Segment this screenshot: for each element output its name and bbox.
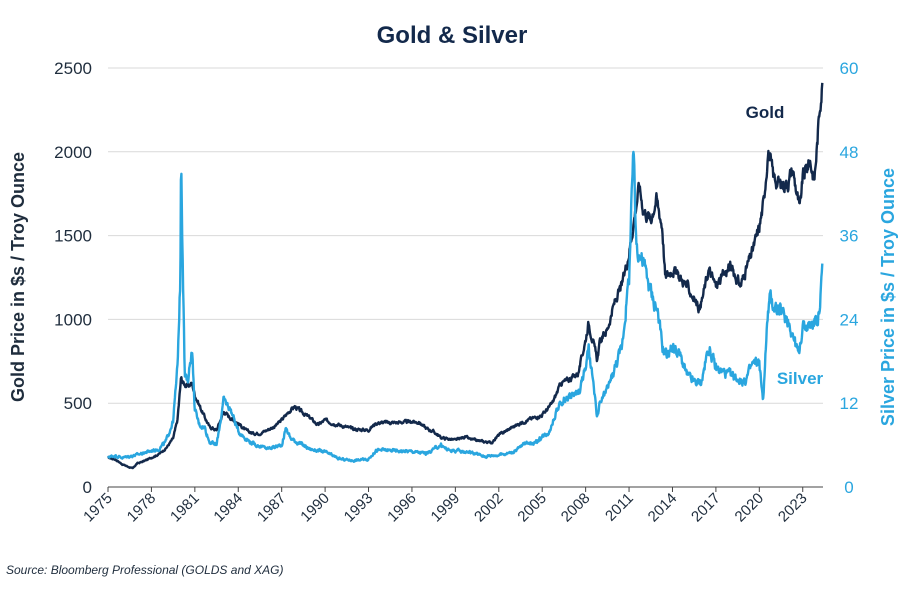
grid-lines [108,67,823,404]
x-axis-ticks: 1975 1978 1981 1984 1987 1990 1993 1996 1999 2002… [80,487,811,526]
y-axis-label-left: Gold Price in $s / Troy Ounce [8,152,28,402]
x-tick-label: 1978 [124,490,160,526]
gold-annotation: Gold [746,103,785,122]
y-tick-left: 2000 [54,143,92,162]
chart-title: Gold & Silver [377,22,528,49]
x-tick-label: 2014 [645,490,681,526]
x-tick-label: 2011 [602,490,637,525]
series-gold-line [107,82,824,470]
y-tick-right: 60 [840,59,859,78]
y-tick-left: 0 [83,478,92,497]
left-axis-ticks: 0 500 1000 1500 2000 2500 [54,59,92,497]
y-tick-right: 36 [840,227,859,246]
x-tick-label: 2005 [514,490,550,526]
y-tick-right: 24 [840,310,859,329]
source-note: Source: Bloomberg Professional (GOLDS an… [6,563,284,577]
x-tick-label: 2023 [775,490,811,526]
x-tick-label: 1984 [210,490,246,526]
x-tick-label: 2002 [471,490,507,526]
x-tick-label: 2020 [732,490,768,526]
y-tick-right: 12 [840,394,859,413]
series-lines [107,82,824,470]
silver-annotation: Silver [777,369,824,388]
x-tick-label: 1987 [254,490,290,526]
right-axis-ticks: 0 12 24 36 48 60 [840,59,859,497]
y-tick-left: 2500 [54,59,92,78]
y-tick-left: 500 [64,394,92,413]
series-silver-line [107,150,824,463]
x-tick-label: 1990 [297,490,333,526]
y-tick-right: 0 [844,478,853,497]
x-tick-label: 1993 [341,490,377,526]
y-tick-left: 1000 [54,310,92,329]
y-tick-right: 48 [840,143,859,162]
x-tick-label: 2008 [558,490,594,526]
y-tick-left: 1500 [54,227,92,246]
x-tick-label: 1981 [167,490,203,526]
x-tick-label: 1999 [428,490,464,526]
y-axis-label-right: Silver Price in $s / Troy Ounce [878,168,898,426]
x-tick-label: 2017 [688,490,724,526]
x-tick-label: 1996 [384,490,420,526]
